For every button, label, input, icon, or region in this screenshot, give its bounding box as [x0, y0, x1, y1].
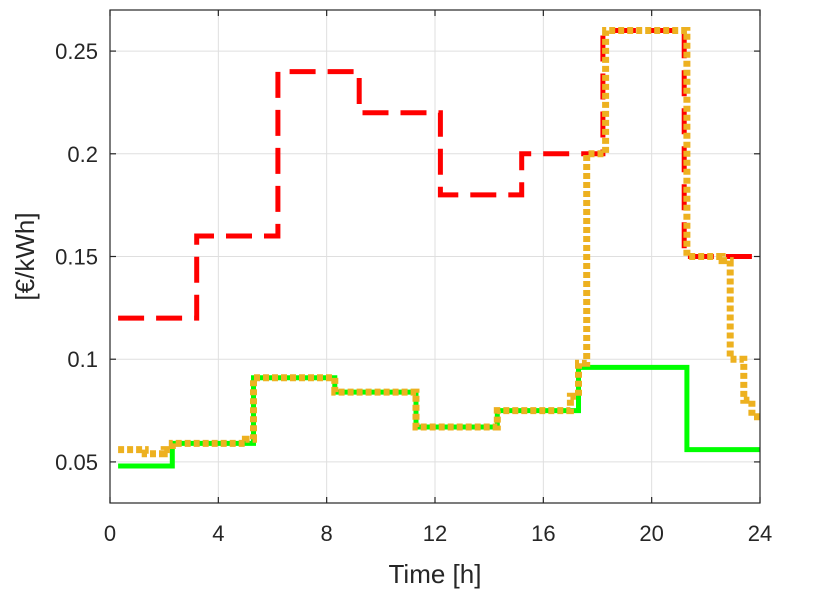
x-tick-label: 0	[104, 521, 116, 546]
ticks	[109, 10, 761, 503]
series-line-1-dashed	[118, 28, 760, 321]
series-line-2-solid	[118, 364, 760, 469]
y-tick-label: 0.05	[55, 450, 98, 475]
y-tick-label: 0.1	[67, 347, 98, 372]
x-axis-label: Time [h]	[389, 559, 482, 589]
x-tick-label: 24	[748, 521, 772, 546]
y-tick-labels: 0.05 0.1 0.15 0.2 0.25	[55, 39, 98, 475]
x-tick-label: 20	[639, 521, 663, 546]
series-line-3-dotted	[118, 27, 760, 458]
x-tick-labels: 0 4 8 12 16 20 24	[104, 521, 772, 546]
y-tick-label: 0.15	[55, 245, 98, 270]
grid	[109, 10, 761, 503]
x-tick-label: 8	[321, 521, 333, 546]
y-tick-label: 0.2	[67, 142, 98, 167]
y-tick-label: 0.25	[55, 39, 98, 64]
x-tick-label: 12	[423, 521, 447, 546]
series-lines	[118, 27, 760, 469]
y-axis-label: [€/kWh]	[10, 212, 40, 300]
x-tick-label: 4	[212, 521, 224, 546]
x-tick-label: 16	[531, 521, 555, 546]
